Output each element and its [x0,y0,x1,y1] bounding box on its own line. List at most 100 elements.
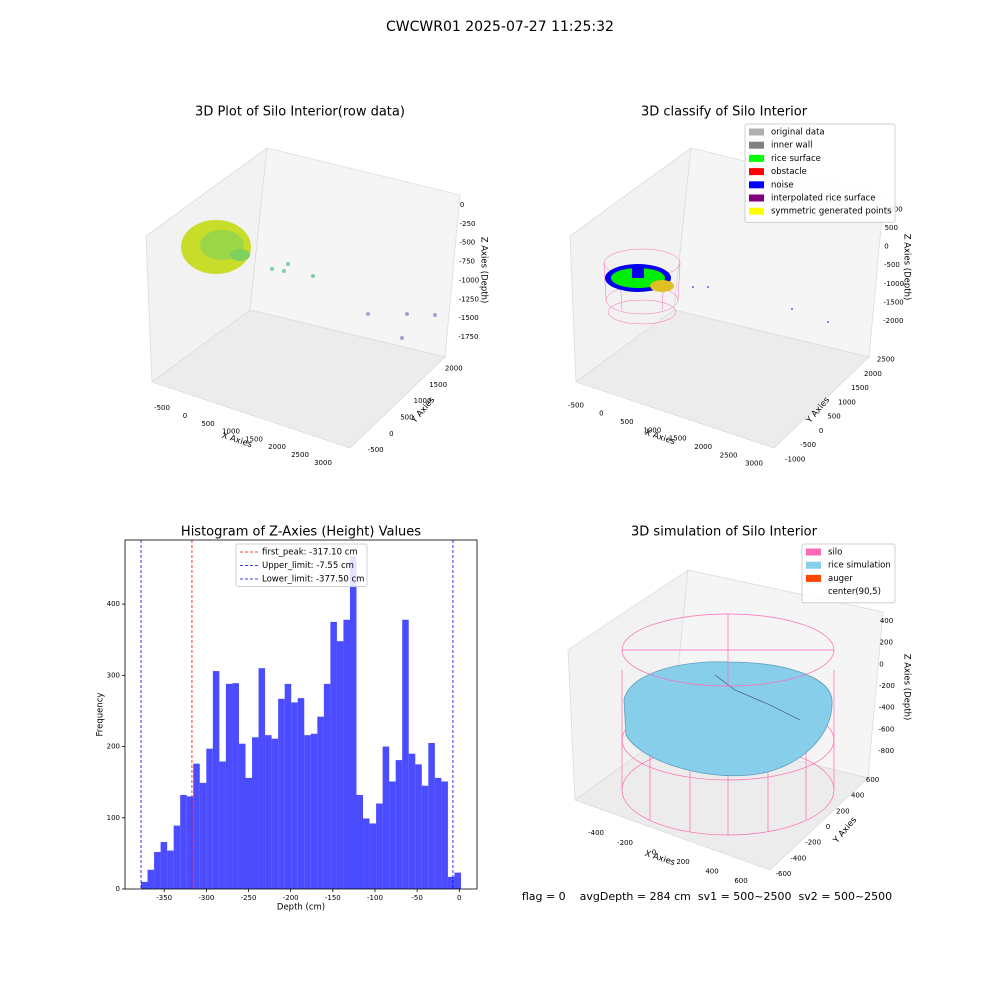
bar [441,781,448,889]
x-tick-label: 200 [676,858,689,866]
z-tick-label: 0 [879,660,883,668]
x-tick-label: 500 [620,418,633,426]
x-tick-label: 600 [734,877,747,885]
z-tick-label: 0 [884,243,888,251]
x-tick-label: -200 [283,894,299,902]
x-axis-label: Depth (cm) [277,903,325,913]
legend-label: noise [771,180,794,190]
y-tick-label: 1000 [414,397,432,405]
legend-swatch [749,207,764,215]
bar [199,782,207,889]
bar [167,850,174,889]
x-tick-label: 1500 [245,435,263,443]
legend-label: rice simulation [828,561,891,571]
legend-label: auger [828,574,853,584]
z-tick-label: 200 [880,639,893,647]
point [692,286,694,288]
z-tick-label: -500 [459,239,475,247]
point [270,267,274,271]
bar [395,760,403,889]
y-tick-label: 2500 [877,356,895,364]
x-tick-label: 2000 [694,443,712,451]
y-tick-label: -200 [805,839,821,847]
classified-cloud [603,248,829,325]
bar [317,716,324,889]
z-tick-label: -1000 [884,280,904,288]
bar [330,621,337,889]
y-tick-label: -400 [790,854,806,862]
bar [225,683,233,889]
y-tick-label: 0 [116,885,120,893]
axes-frame [124,539,478,890]
legend-swatch [749,168,764,176]
bar [284,683,292,889]
bar [252,737,259,889]
cloud-blob [230,249,250,261]
legend-frame [235,543,368,587]
z-tick-label: -1750 [458,333,478,341]
wireframe [603,262,607,301]
bar [336,641,344,889]
chart-title: 3D Plot of Silo Interior(row data) [195,105,405,120]
bar [180,794,187,889]
bar [141,881,148,889]
bar [356,794,364,889]
z-tick-label: -600 [878,725,894,733]
chart-title: 3D simulation of Silo Interior [631,525,818,540]
point-cloud [181,220,437,340]
x-tick-label: 0 [183,412,187,420]
y-tick-label: -500 [800,441,816,449]
bar [369,823,377,889]
legend-label: silo [828,548,842,558]
z-tick-label: 0 [460,201,464,209]
y-tick-label: 0 [826,823,830,831]
chart-title: Histogram of Z-Axies (Height) Values [181,525,421,540]
legend-swatch [749,194,764,202]
z-tick-label: 400 [880,617,893,625]
z-tick-label: -500 [884,261,900,269]
y-tick-label: 1500 [851,384,869,392]
bar [447,876,455,889]
bar [271,738,279,889]
z-tick-label: -250 [460,220,476,228]
noise-cluster [632,266,644,278]
generated-points [650,280,674,292]
y-tick-label: 2000 [864,370,882,378]
z-tick-label: -200 [879,682,895,690]
z-tick-label: -1000 [459,276,479,284]
z-tick-label: -1250 [459,295,479,303]
bar [291,702,298,889]
y-tick-label: 100 [107,814,120,822]
y-tick-label: -500 [368,446,384,454]
y-tick-label: 2000 [445,365,463,373]
bar [154,851,161,889]
z-tick-label: -750 [459,258,475,266]
bar [454,872,461,889]
y-tick-label: 1000 [838,398,856,406]
x-tick-label: -500 [154,404,170,412]
point [286,262,290,266]
legend-label: Upper_limit: -7.55 cm [262,561,354,571]
x-tick-label: -150 [325,894,341,902]
status-text: flag = 0 avgDepth = 284 cm sv1 = 500~250… [522,890,892,903]
pane [575,309,870,449]
y-tick-label: 600 [866,776,879,784]
bar [402,619,409,889]
x-tick-label: 0 [599,410,603,418]
y-tick-label: 400 [107,600,120,608]
bar [232,683,239,889]
legend-label: rice surface [771,154,821,164]
bar [245,777,253,889]
y-tick-label: 0 [819,427,823,435]
legend-frame [744,123,896,223]
bar [304,735,311,889]
z-tick-label: 500 [885,224,898,232]
legend-swatch [749,141,764,149]
bar [323,683,331,889]
x-tick-label: 2500 [720,451,738,459]
point [366,312,370,316]
legend-swatch [806,574,821,582]
y-tick-label: 400 [851,792,864,800]
x-tick-label: -100 [367,894,383,902]
